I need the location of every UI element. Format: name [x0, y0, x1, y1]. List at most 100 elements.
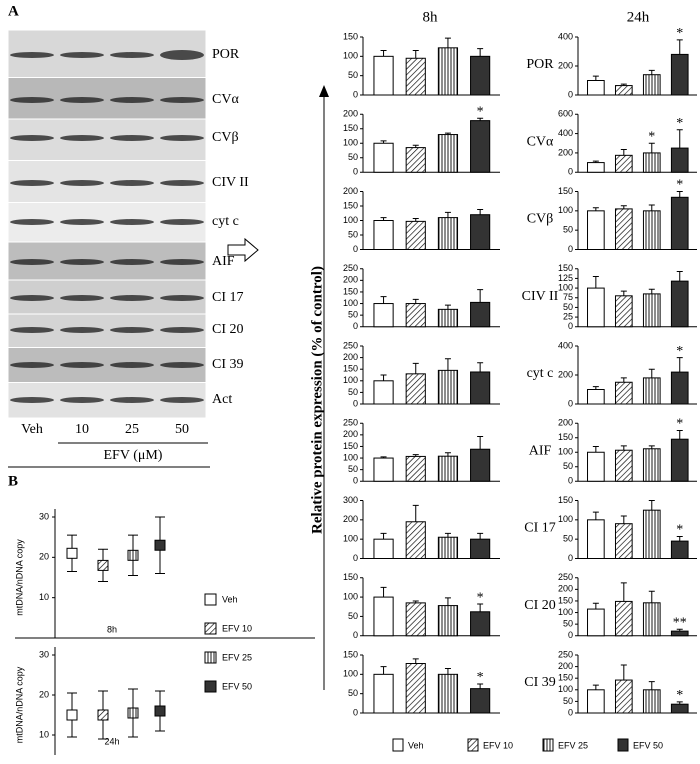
protein-label: CIV II — [522, 289, 559, 304]
y-tick-label: 150 — [343, 649, 358, 659]
y-tick-label: 150 — [558, 263, 573, 273]
blot-band — [160, 397, 204, 403]
error-bar — [477, 48, 484, 57]
y-tick-label: 150 — [343, 31, 358, 41]
y-tick-label: 100 — [343, 215, 358, 225]
blot-band — [60, 135, 104, 141]
blot-band — [10, 295, 54, 301]
y-tick-label: 400 — [558, 31, 573, 41]
blot-band — [110, 397, 154, 403]
y-tick-label: 100 — [558, 447, 573, 457]
error-bar — [592, 75, 599, 81]
significance: * — [648, 129, 655, 144]
legend-swatch — [204, 680, 217, 693]
error-bar — [380, 217, 387, 221]
error-bar — [620, 377, 627, 383]
blot-label: cyt c — [212, 214, 239, 229]
blot-band — [60, 327, 104, 333]
y-tick-label: 0 — [568, 398, 573, 408]
error-bar — [676, 701, 683, 705]
legend-swatch — [542, 738, 554, 752]
blot-band — [160, 50, 204, 60]
significance: * — [477, 670, 484, 685]
y-tick-label: 600 — [558, 109, 573, 119]
error-bar — [620, 83, 627, 86]
bar — [670, 438, 689, 482]
error-bar — [444, 597, 451, 606]
error-bar — [380, 374, 387, 381]
error-bar — [648, 445, 655, 449]
point — [127, 549, 139, 561]
blot-band — [60, 97, 104, 103]
blot-band — [60, 180, 104, 186]
bar — [587, 451, 605, 482]
significance: * — [676, 417, 683, 432]
legend-label: EFV 10 — [222, 623, 252, 633]
bar — [437, 605, 459, 637]
error-bar — [592, 684, 599, 690]
bar — [470, 688, 491, 714]
y-tick-label: 250 — [343, 418, 358, 428]
bar — [405, 663, 426, 714]
y-tick-label: 200 — [343, 429, 358, 439]
y-tick-label: 30 — [39, 511, 49, 521]
y-tick-label: 100 — [558, 514, 573, 524]
error-bar — [676, 535, 683, 542]
y-tick-label: 0 — [353, 244, 358, 254]
bar — [437, 308, 459, 328]
y-tick-label: 100 — [558, 607, 573, 617]
error-bar — [380, 532, 387, 540]
y-tick-label: 100 — [343, 375, 358, 385]
y-tick-label: 30 — [39, 649, 49, 659]
y-tick-label: 100 — [343, 138, 358, 148]
error-bar — [620, 205, 627, 209]
y-tick-label: 0 — [568, 476, 573, 486]
blot-band — [110, 52, 154, 58]
error-bar — [648, 69, 655, 75]
bar — [614, 523, 633, 560]
blot-band — [60, 397, 104, 403]
error-bar — [444, 304, 451, 310]
error-bar — [477, 289, 484, 303]
y-tick-label: 150 — [558, 495, 573, 505]
y-tick-label: 400 — [558, 128, 573, 138]
error-bar — [477, 362, 484, 372]
blot-band — [60, 52, 104, 58]
error-bar — [477, 603, 484, 612]
blot-band — [160, 295, 204, 301]
error-bar — [412, 362, 419, 374]
error-bar — [592, 602, 599, 610]
y-tick-label: 0 — [353, 476, 358, 486]
error-bar — [592, 160, 599, 163]
error-bar — [412, 298, 419, 304]
error-bar — [648, 500, 655, 511]
error-bar — [477, 435, 484, 450]
bar — [614, 85, 633, 96]
error-bar — [648, 204, 655, 211]
point — [154, 539, 166, 551]
error-bar — [444, 668, 451, 675]
panel-label: A — [8, 3, 19, 19]
protein-label: CVα — [527, 134, 554, 149]
y-tick-label: 0 — [353, 630, 358, 640]
x-label: 8h — [107, 624, 117, 634]
bar — [373, 220, 394, 250]
blot-band — [10, 219, 54, 225]
y-tick-label: 100 — [343, 298, 358, 308]
bar — [642, 74, 661, 96]
significance: * — [676, 26, 683, 41]
y-tick-label: 20 — [39, 552, 49, 562]
error-bar — [592, 275, 599, 289]
protein-label: CI 17 — [524, 521, 556, 536]
bar — [614, 679, 633, 714]
bar — [670, 53, 689, 96]
blot-band — [160, 97, 204, 103]
bar — [405, 521, 426, 559]
bar — [587, 389, 605, 405]
error-bar — [676, 39, 683, 55]
bar — [470, 214, 491, 250]
bar — [405, 147, 426, 173]
y-tick-label: 200 — [343, 352, 358, 362]
y-tick-label: 150 — [558, 186, 573, 196]
legend-swatch — [392, 738, 404, 752]
